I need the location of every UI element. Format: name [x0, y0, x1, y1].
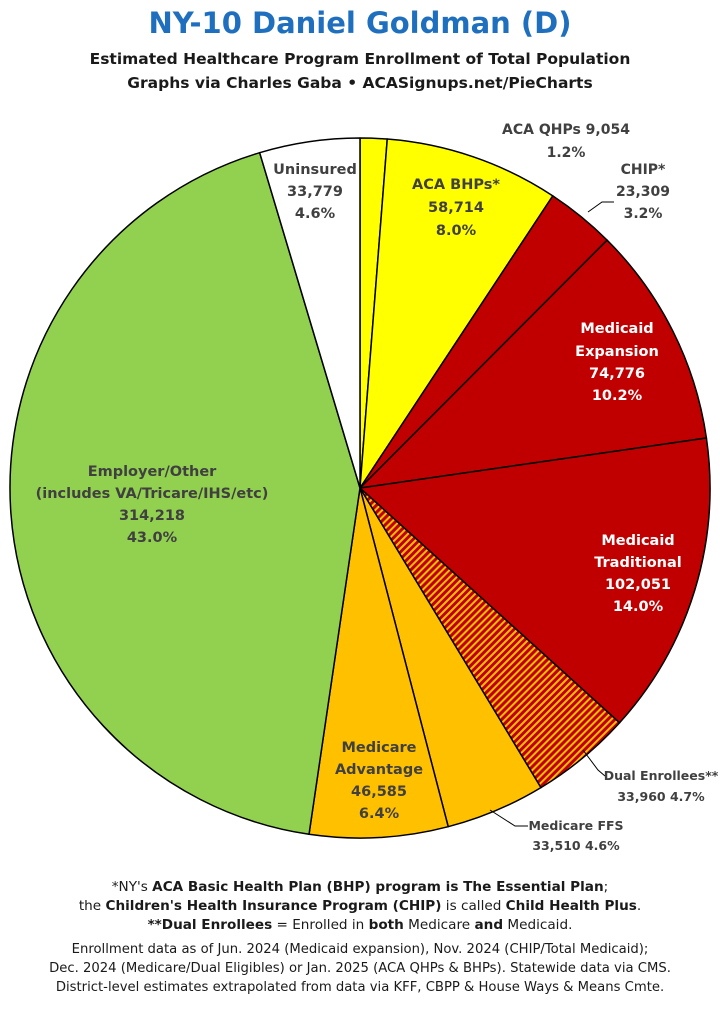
label-employer-name-2: (includes VA/Tricare/IHS/etc) [36, 486, 269, 502]
footnote-text: the [78, 898, 106, 914]
source-line-2: Dec. 2024 (Medicare/Dual Eligibles) or J… [49, 961, 671, 976]
label-traditional-name-1: Medicaid [601, 533, 674, 549]
slice-labels: ACA QHPs 9,054 1.2% ACA BHPs* 58,714 8.0… [36, 122, 719, 853]
footnote-text: Medicaid. [503, 917, 573, 933]
pie-slice-medicare-advantage [308, 487, 449, 839]
label-expansion-percent: 10.2% [592, 388, 643, 404]
source-line-3: District-level estimates extrapolated fr… [55, 980, 665, 995]
label-ffs-values: 33,510 4.6% [532, 838, 620, 853]
label-qhp-name: ACA QHPs 9,054 [502, 122, 630, 138]
footnote-text: *NY's [111, 879, 153, 895]
label-ma-value: 46,585 [351, 784, 407, 800]
label-uninsured-percent: 4.6% [295, 206, 336, 222]
footnote-text-bold: ACA Basic Health Plan (BHP) program is T… [152, 879, 604, 895]
leader-ffs [489, 809, 528, 827]
pie-slice-uninsured [258, 137, 361, 489]
footnote-text: is called [441, 898, 506, 914]
label-ma-name-2: Advantage [335, 762, 423, 778]
footnote-text-bold: **Dual Enrollees [147, 917, 273, 933]
footnote-text: . [636, 898, 642, 914]
label-employer-value: 314,218 [119, 508, 185, 524]
page-title: NY-10 Daniel Goldman (D) [148, 6, 572, 40]
label-chip-name: CHIP* [621, 162, 666, 178]
label-bhp-name: ACA BHPs* [412, 177, 500, 193]
pie-slice-aca-bhps [359, 138, 554, 489]
label-ma-percent: 6.4% [359, 806, 400, 822]
label-chip-value: 23,309 [616, 184, 670, 200]
label-ffs-name: Medicare FFS [528, 818, 623, 833]
pie-slice-medicaid-expansion [359, 239, 708, 489]
footnote-dual: **Dual Enrollees = Enrolled in both Medi… [0, 916, 720, 934]
pie-chart: ACA QHPs 9,054 1.2% ACA BHPs* 58,714 8.0… [9, 122, 719, 853]
label-bhp-percent: 8.0% [436, 223, 477, 239]
label-uninsured-value: 33,779 [287, 184, 343, 200]
label-expansion-name-1: Medicaid [580, 321, 653, 337]
chart-subtitle: Estimated Healthcare Program Enrollment … [89, 50, 631, 68]
label-dual-name: Dual Enrollees** [604, 768, 719, 783]
footnote-text: Medicare [403, 917, 475, 933]
leader-lines [489, 201, 614, 827]
label-bhp-value: 58,714 [428, 200, 484, 216]
label-uninsured-name: Uninsured [273, 162, 357, 178]
footnote-chip: the Children's Health Insurance Program … [0, 897, 720, 915]
label-traditional-percent: 14.0% [613, 599, 664, 615]
footnote-text-bold: and [474, 917, 504, 933]
chart-credit: Graphs via Charles Gaba • ACASignups.net… [127, 74, 593, 92]
label-ma-name-1: Medicare [342, 740, 417, 756]
label-employer-percent: 43.0% [127, 530, 178, 546]
leader-chip [587, 201, 614, 213]
pie-slices [9, 137, 711, 839]
label-chip-percent: 3.2% [624, 206, 663, 222]
footnote-text: = Enrolled in [272, 917, 369, 933]
label-dual-values: 33,960 4.7% [617, 789, 705, 804]
label-employer-name-1: Employer/Other [88, 464, 217, 480]
footnote-text-bold: both [368, 917, 404, 933]
footnote-text-bold: Children's Health Insurance Program (CHI… [105, 898, 442, 914]
footnote-text: ; [603, 879, 609, 895]
label-expansion-value: 74,776 [589, 366, 645, 382]
label-traditional-name-2: Traditional [594, 555, 682, 571]
pie-slice-employer-other [9, 151, 361, 836]
leader-dual [582, 749, 606, 777]
label-qhp-percent: 1.2% [547, 145, 586, 161]
source-line-1: Enrollment data as of Jun. 2024 (Medicai… [71, 942, 649, 957]
footnote-bhp: *NY's ACA Basic Health Plan (BHP) progra… [0, 878, 720, 896]
footnote-text-bold: Child Health Plus [505, 898, 637, 914]
label-traditional-value: 102,051 [605, 577, 671, 593]
pie-slice-medicaid-traditional [359, 437, 711, 724]
label-expansion-name-2: Expansion [575, 344, 659, 360]
